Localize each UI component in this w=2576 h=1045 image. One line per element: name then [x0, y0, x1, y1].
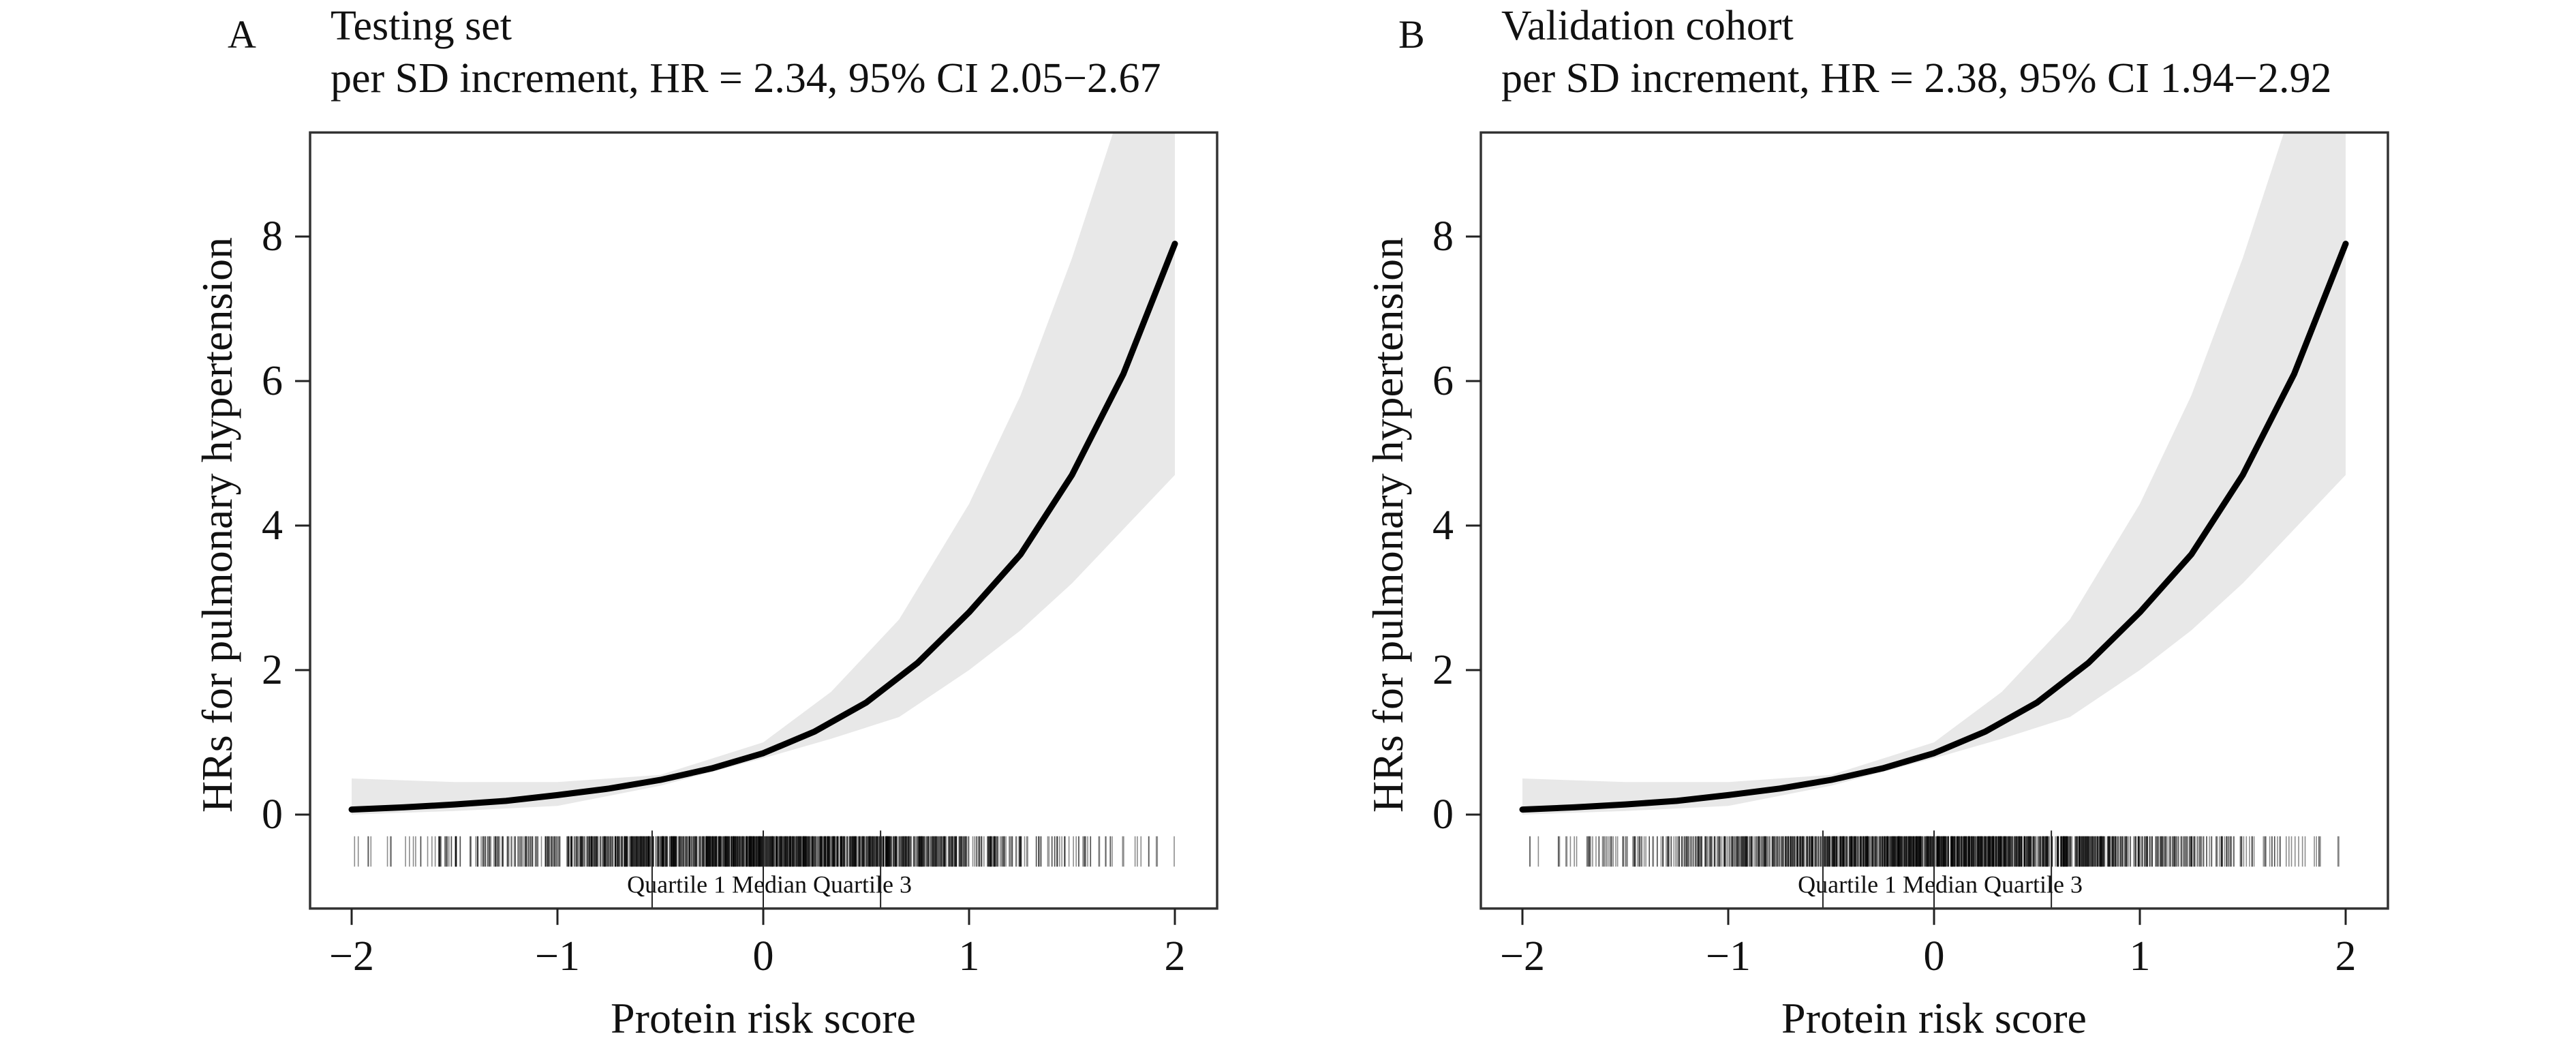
y-tick-label: 4 [1432, 502, 1454, 549]
rug [354, 836, 1175, 867]
x-tick-label: −2 [1500, 933, 1545, 980]
confidence-band [352, 132, 1175, 815]
x-axis-label: Protein risk score [1781, 994, 2087, 1042]
panel-label: B [1398, 12, 1425, 57]
y-tick-label: 6 [262, 358, 283, 404]
chart-title: Validation cohort [1501, 3, 1794, 49]
hr-curve [1519, 241, 2349, 813]
y-tick-label: 2 [1432, 647, 1454, 693]
panel-label: A [228, 12, 256, 57]
x-axis-label: Protein risk score [611, 994, 916, 1042]
y-tick-label: 4 [262, 502, 283, 549]
plot-frame [309, 131, 1218, 910]
panel-b: B Validation cohort per SD increment, HR =… [1364, 3, 2389, 1042]
x-tick-label: −2 [329, 933, 374, 980]
x-tick-label: −1 [535, 933, 580, 980]
y-tick-label: 0 [262, 791, 283, 838]
x-tick-label: 1 [959, 933, 980, 980]
chart-subtitle: per SD increment, HR = 2.34, 95% CI 2.05… [331, 55, 1161, 102]
x-tick-label: −1 [1706, 933, 1751, 980]
y-axis-label: HRs for pulmonary hypertension [193, 237, 241, 813]
x-tick-label: 1 [2130, 933, 2151, 980]
x-tick-label: 2 [1165, 933, 1186, 980]
y-tick-label: 6 [1432, 358, 1454, 404]
confidence-band [1522, 132, 2346, 815]
x-tick-label: 2 [2335, 933, 2357, 980]
plot-frame [1479, 131, 2389, 910]
rug [1529, 836, 2340, 867]
x-tick-label: 0 [753, 933, 774, 980]
chart-title: Testing set [331, 3, 512, 49]
quartile-label: Quartile 1 Median Quartile 3 [627, 870, 912, 898]
y-tick-label: 2 [262, 647, 283, 693]
y-tick-label: 8 [262, 213, 283, 260]
panel-a: A Testing set per SD increment, HR = 2.34,… [193, 3, 1218, 1042]
x-tick-label: 0 [1924, 933, 1945, 980]
y-tick-label: 0 [1432, 791, 1454, 838]
y-axis-label: HRs for pulmonary hypertension [1364, 237, 1412, 813]
quartile-label: Quartile 1 Median Quartile 3 [1798, 870, 2083, 898]
hr-curve [348, 241, 1178, 813]
chart-subtitle: per SD increment, HR = 2.38, 95% CI 1.94… [1501, 55, 2332, 102]
y-tick-label: 8 [1432, 213, 1454, 260]
